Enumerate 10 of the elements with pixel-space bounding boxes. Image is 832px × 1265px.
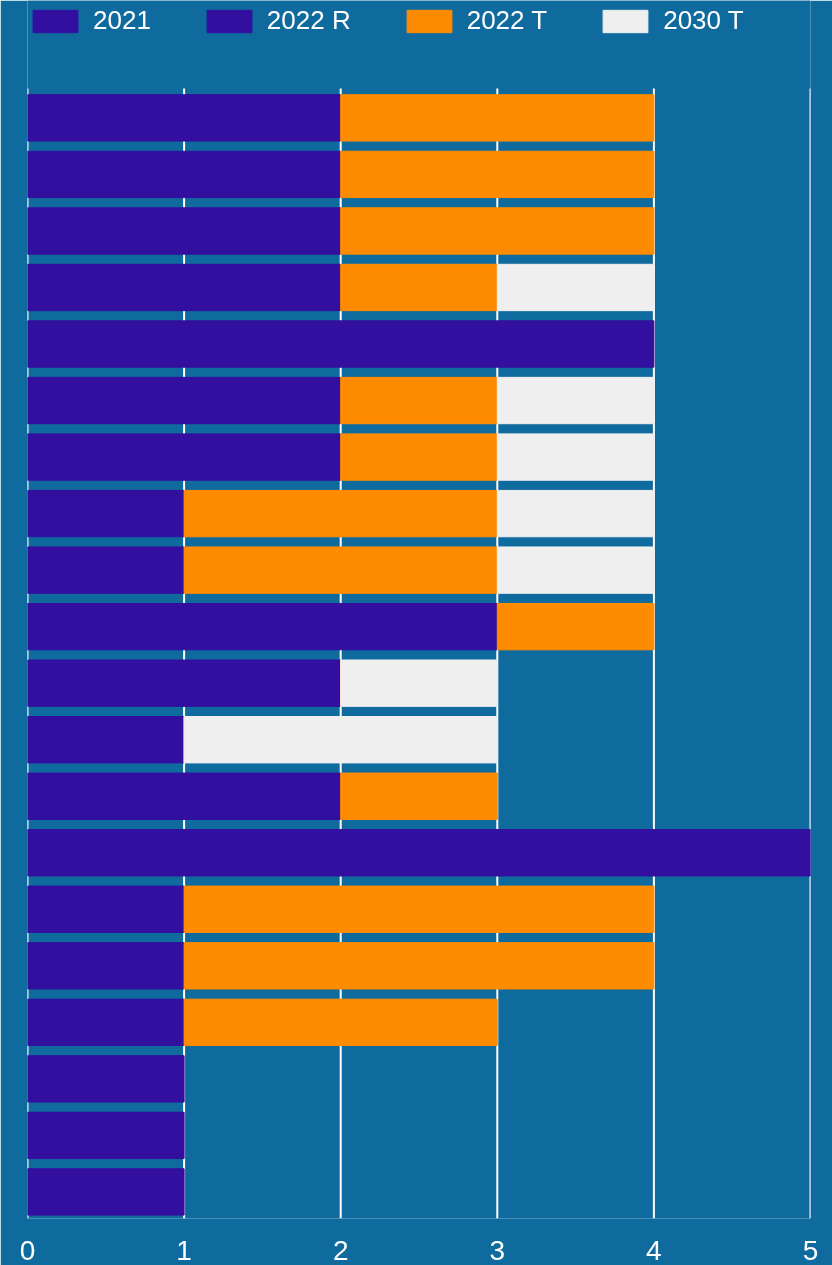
- x-tick-label: 4: [646, 1234, 662, 1265]
- x-tick-label: 0: [19, 1234, 36, 1265]
- legend-label: 2021: [93, 5, 151, 36]
- x-tick-label: 3: [489, 1234, 506, 1265]
- x-tick-label: 1: [176, 1234, 192, 1265]
- legend-label: 2022 T: [466, 5, 548, 36]
- legend-label: 2030 T: [663, 5, 744, 36]
- x-tick-label: 2: [332, 1234, 349, 1265]
- legend-label: 2022 R: [266, 5, 351, 36]
- x-tick-label: 5: [802, 1234, 819, 1265]
